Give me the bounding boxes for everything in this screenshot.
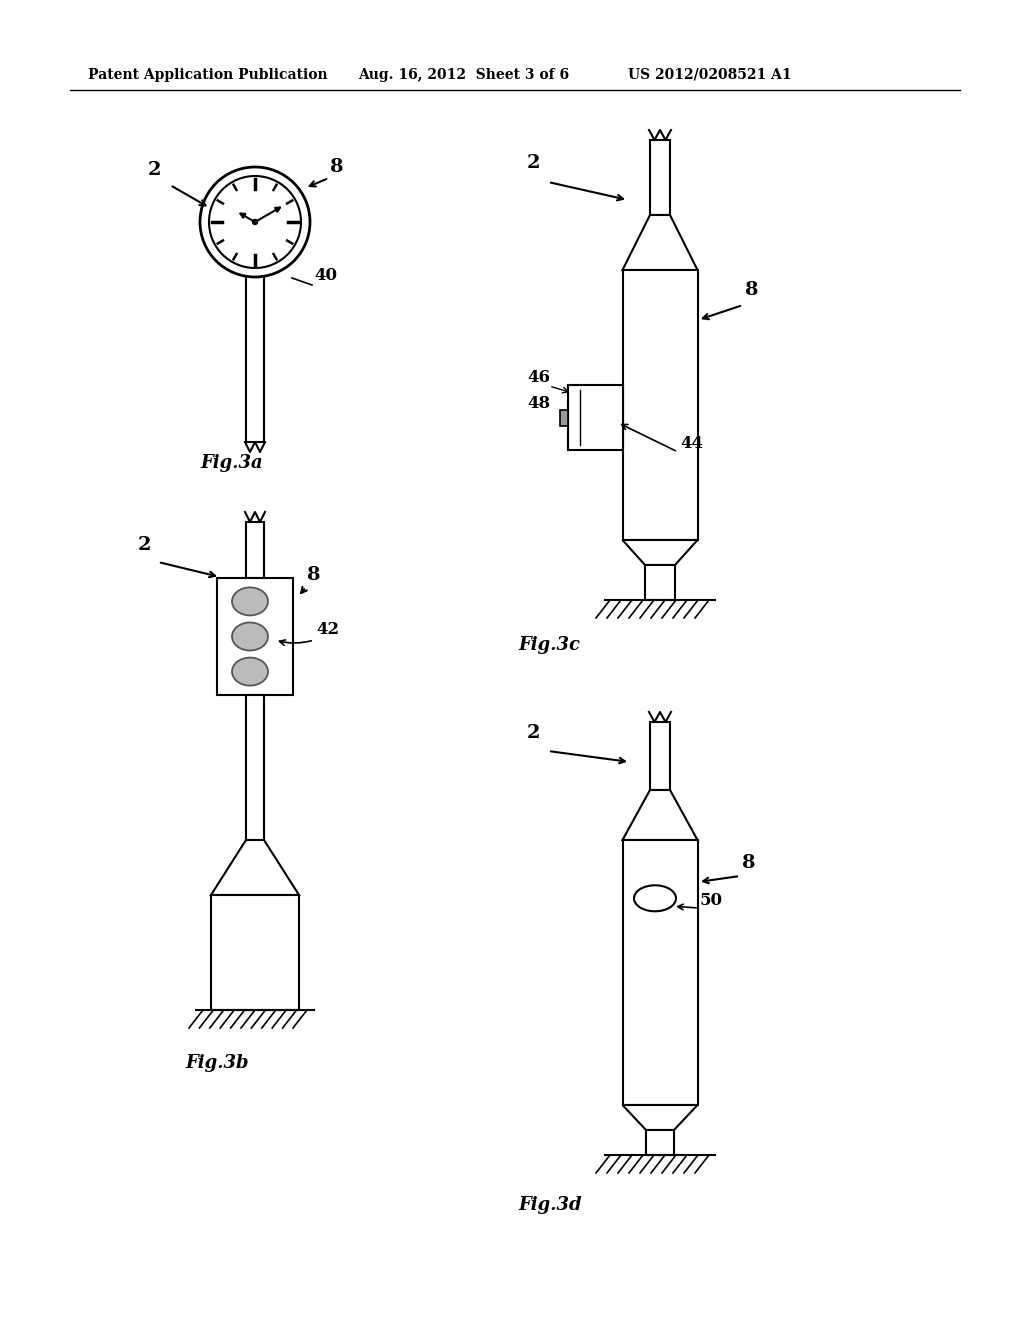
Bar <box>623 271 697 540</box>
Text: 40: 40 <box>314 267 337 284</box>
Ellipse shape <box>232 587 268 615</box>
Ellipse shape <box>232 623 268 651</box>
Text: 44: 44 <box>680 436 703 451</box>
Bar <box>650 140 670 215</box>
Text: 50: 50 <box>700 892 723 909</box>
Bar <box>646 1130 674 1155</box>
Ellipse shape <box>232 657 268 685</box>
Text: 8: 8 <box>745 281 759 300</box>
Text: 8: 8 <box>330 158 343 176</box>
Bar <box>645 565 675 601</box>
Polygon shape <box>623 540 697 565</box>
Text: 46: 46 <box>527 370 550 385</box>
Circle shape <box>200 168 310 277</box>
Text: Fig.3c: Fig.3c <box>518 636 580 653</box>
Text: US 2012/0208521 A1: US 2012/0208521 A1 <box>628 69 792 82</box>
Text: Fig.3b: Fig.3b <box>185 1053 249 1072</box>
Text: 8: 8 <box>307 566 321 583</box>
Bar <box>567 385 623 450</box>
Text: 42: 42 <box>316 620 339 638</box>
Polygon shape <box>623 215 697 271</box>
Polygon shape <box>623 1105 697 1130</box>
Text: 48: 48 <box>527 395 550 412</box>
Bar <box>217 578 293 696</box>
Polygon shape <box>623 789 697 840</box>
Polygon shape <box>211 840 299 895</box>
Bar <box>559 409 567 425</box>
Bar <box>246 275 264 442</box>
Text: Patent Application Publication: Patent Application Publication <box>88 69 328 82</box>
Text: 2: 2 <box>138 536 152 554</box>
Bar <box>623 840 697 1105</box>
Circle shape <box>253 219 257 224</box>
Bar <box>211 895 299 1010</box>
Text: Fig.3a: Fig.3a <box>200 454 262 473</box>
Circle shape <box>209 176 301 268</box>
Text: Fig.3d: Fig.3d <box>518 1196 582 1214</box>
Text: 2: 2 <box>527 723 541 742</box>
Text: 2: 2 <box>527 154 541 172</box>
Text: 2: 2 <box>148 161 162 180</box>
Text: Aug. 16, 2012  Sheet 3 of 6: Aug. 16, 2012 Sheet 3 of 6 <box>358 69 569 82</box>
Bar <box>246 521 264 578</box>
Bar <box>650 722 670 789</box>
Text: 8: 8 <box>742 854 756 873</box>
Ellipse shape <box>634 886 676 911</box>
Bar <box>246 696 264 840</box>
